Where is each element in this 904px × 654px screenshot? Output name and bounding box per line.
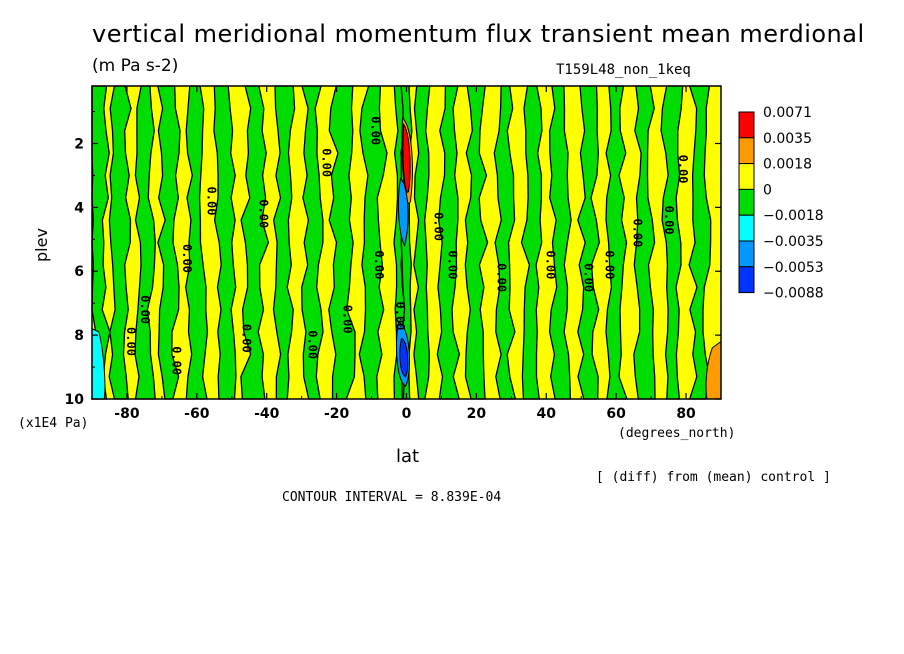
diff-note: [ (diff) from (mean) control ] xyxy=(596,470,831,485)
x-tick-label: 80 xyxy=(676,406,696,422)
colorbar-swatch xyxy=(738,240,755,268)
contour-label: 0.00 xyxy=(341,305,355,334)
x-tick-label: 20 xyxy=(467,406,487,422)
contour-label: 0.00 xyxy=(369,116,383,145)
contour-label: 0.00 xyxy=(169,346,183,375)
colorbar-label: −0.0053 xyxy=(763,260,824,276)
y-tick-label: 4 xyxy=(74,200,84,216)
contour-label: 0.00 xyxy=(320,148,334,177)
colorbar-label: 0.0018 xyxy=(763,157,812,173)
contour-label: 0.00 xyxy=(582,263,596,292)
experiment-label: T159L48_non_1keq xyxy=(556,62,691,78)
x-tick-label: -60 xyxy=(184,406,210,422)
y-tick-label: 2 xyxy=(74,136,84,152)
contour-label: 0.00 xyxy=(257,199,271,228)
y-tick-label: 10 xyxy=(65,392,85,408)
contour-label: 0.00 xyxy=(239,324,253,353)
contour-label: 0.00 xyxy=(676,155,690,184)
y-axis-label: plev xyxy=(32,228,51,262)
chart-units: (m Pa s-2) xyxy=(92,56,179,76)
contour-label: 0.00 xyxy=(124,327,138,356)
contour-label: 0.00 xyxy=(306,330,320,359)
contour-label: 0.00 xyxy=(543,250,557,279)
colorbar-swatch xyxy=(738,163,755,190)
contour-label: 0.00 xyxy=(180,244,194,273)
colorbar-swatch xyxy=(738,188,755,216)
contour-interval: CONTOUR INTERVAL = 8.839E-04 xyxy=(282,490,502,505)
x-tick-label: 0 xyxy=(402,406,412,422)
x-tick-label: 40 xyxy=(537,406,557,422)
y-axis-units: (x1E4 Pa) xyxy=(18,416,89,431)
colorbar-label: 0.0071 xyxy=(763,105,812,121)
equatorial-max-lobe xyxy=(402,122,411,193)
colorbar-swatch xyxy=(738,266,755,294)
colorbar-label: 0.0035 xyxy=(763,131,812,147)
y-tick-label: 6 xyxy=(74,264,84,280)
plot-area: 0.000.000.000.000.000.000.000.000.000.00… xyxy=(91,85,722,400)
equatorial-negative-lobe xyxy=(397,177,409,248)
colorbar: 0.0071 0.0035 0.0018 0 −0.0018 −0.0035 −0.0053… xyxy=(738,105,824,302)
colorbar-label: −0.0035 xyxy=(763,234,824,250)
chart-title: vertical meridional momentum flux transi… xyxy=(92,20,865,48)
colorbar-swatch xyxy=(738,137,755,165)
x-tick-label: -40 xyxy=(254,406,280,422)
contour-label: 0.00 xyxy=(603,250,617,279)
x-tick-label: 60 xyxy=(606,406,626,422)
contour-label: 0.00 xyxy=(393,302,407,331)
x-axis-label: lat xyxy=(396,446,420,467)
colorbar-label: −0.0018 xyxy=(763,208,824,224)
colorbar-label: 0 xyxy=(763,182,772,198)
x-axis-units: (degrees_north) xyxy=(618,426,736,441)
contour-label: 0.00 xyxy=(204,187,218,216)
contour-label: 0.00 xyxy=(494,263,508,292)
contour-label: 0.00 xyxy=(138,295,152,324)
contour-label: 0.00 xyxy=(431,212,445,241)
lower-min-lobe xyxy=(399,337,409,378)
x-tick-label: -80 xyxy=(114,406,140,422)
colorbar-label: −0.0088 xyxy=(763,286,824,302)
contour-label: 0.00 xyxy=(662,206,676,235)
contour-label: 0.00 xyxy=(631,218,645,247)
x-tick-label: -20 xyxy=(324,406,350,422)
axes: -80 -60 -40 -20 0 20 40 60 80 2 4 6 8 10 xyxy=(65,85,722,422)
contour-label: 0.00 xyxy=(445,250,459,279)
colorbar-swatch xyxy=(738,111,755,139)
colorbar-swatch xyxy=(738,214,755,242)
y-tick-label: 8 xyxy=(74,328,84,344)
contour-label: 0.00 xyxy=(372,250,386,279)
